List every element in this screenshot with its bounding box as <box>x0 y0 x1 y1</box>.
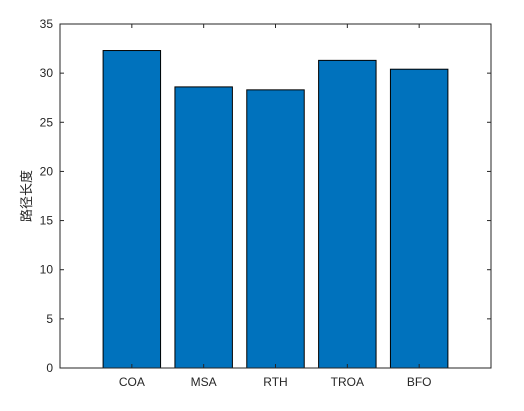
x-tick-label-msa: MSA <box>191 375 217 389</box>
x-tick-label-coa: COA <box>119 375 145 389</box>
y-tick-label: 35 <box>40 17 54 31</box>
y-tick-label: 0 <box>46 361 53 375</box>
x-axis-ticks: COA MSA RTH TROA BFO <box>119 24 432 389</box>
bar-troa <box>318 59 377 369</box>
x-tick-label-rth: RTH <box>263 375 287 389</box>
x-tick-label-troa: TROA <box>331 375 364 389</box>
y-tick-label: 10 <box>40 263 54 277</box>
y-tick-label: 25 <box>40 115 54 129</box>
x-tick-label-bfo: BFO <box>407 375 432 389</box>
y-axis-ticks: 0 5 10 15 20 25 30 35 <box>40 17 491 375</box>
y-tick-label: 15 <box>40 214 54 228</box>
y-axis-label: 路径长度 <box>19 170 34 222</box>
y-tick-label: 20 <box>40 164 54 178</box>
bars-group <box>102 50 449 369</box>
bar-msa <box>174 86 233 369</box>
bar-rth <box>246 89 305 369</box>
bar-bfo <box>389 68 449 369</box>
y-tick-label: 5 <box>46 312 53 326</box>
bar-coa <box>102 50 162 369</box>
y-tick-label: 30 <box>40 66 54 80</box>
